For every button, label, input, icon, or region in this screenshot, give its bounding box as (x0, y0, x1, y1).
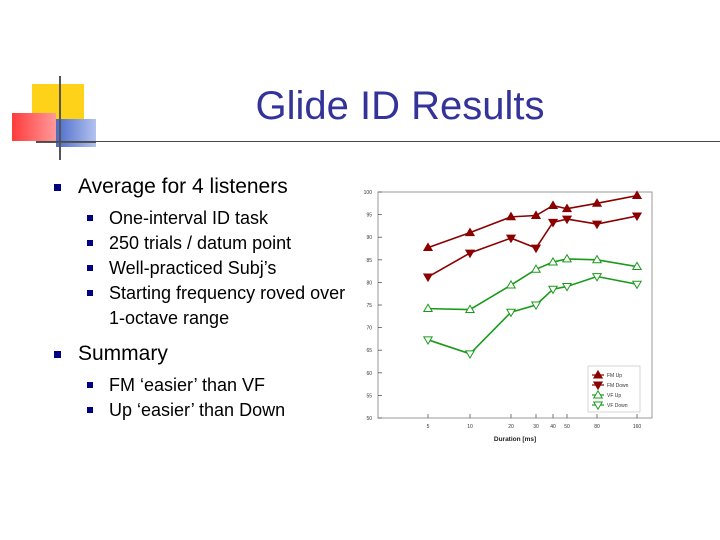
bullet-text: 250 trials / datum point (109, 233, 292, 253)
bullet-text: FM ‘easier’ than VF (109, 375, 266, 395)
data-point (547, 218, 559, 228)
x-tick-label: 40 (550, 424, 556, 430)
data-point (422, 273, 434, 283)
data-point (561, 215, 573, 225)
y-tick-label: 70 (366, 326, 372, 332)
y-tick-label: 75 (366, 303, 372, 309)
data-point (561, 203, 573, 213)
legend-marker (592, 401, 604, 411)
square-bullet-icon (54, 184, 61, 191)
bullet-level2: One-interval ID task (81, 206, 359, 231)
data-point (631, 190, 643, 200)
y-tick-label: 100 (364, 190, 373, 196)
x-tick-label: 5 (427, 424, 430, 430)
bullet-text: Well-practiced Subj’s (109, 258, 277, 278)
x-tick-label: 10 (467, 424, 473, 430)
data-point (464, 249, 476, 259)
data-point (631, 280, 643, 290)
bullet-level2: Well-practiced Subj’s (81, 256, 359, 281)
data-point (530, 301, 542, 311)
x-tick-label: 80 (594, 424, 600, 430)
y-tick-label: 90 (366, 235, 372, 241)
data-point (464, 304, 476, 313)
title-divider (36, 141, 720, 142)
bullet-level2: FM ‘easier’ than VF (81, 373, 359, 398)
data-point (547, 200, 559, 209)
data-point (547, 285, 559, 295)
legend-label: FM Up (607, 373, 622, 379)
bullet-text: Up ‘easier’ than Down (109, 400, 286, 420)
data-point (464, 227, 476, 237)
slide-title: Glide ID Results (255, 84, 545, 128)
logo-horizontal-line (36, 141, 96, 143)
square-bullet-icon (87, 265, 93, 271)
data-point (591, 198, 603, 207)
data-point (530, 210, 542, 219)
logo-vertical-line (59, 76, 61, 160)
data-point (464, 350, 476, 360)
square-bullet-icon (87, 382, 93, 388)
y-tick-label: 50 (366, 416, 372, 422)
data-point (547, 256, 559, 266)
y-tick-label: 85 (366, 258, 372, 264)
square-bullet-icon (87, 240, 93, 246)
y-tick-label: 55 (366, 393, 372, 399)
data-point (561, 253, 573, 263)
bullet-list: Average for 4 listeners One-interval ID … (50, 172, 350, 423)
bullet-level2: Up ‘easier’ than Down (81, 398, 359, 423)
results-chart: 100 95 90 85 80 75 70 65 60 55 50 5 10 20 30 40 50 80 160 D… (364, 190, 653, 443)
legend-label: FM Down (607, 383, 629, 389)
x-tick-label: 30 (533, 424, 539, 430)
legend-marker (592, 389, 604, 399)
legend-label: VF Down (607, 403, 628, 409)
y-tick-label: 60 (366, 371, 372, 377)
data-point (631, 212, 643, 222)
data-point (505, 234, 517, 244)
bullet-level1: Average for 4 listeners (50, 172, 350, 202)
data-point (422, 336, 434, 345)
data-point (505, 279, 517, 289)
series-line (427, 215, 638, 278)
data-point (530, 264, 542, 273)
data-point (422, 242, 434, 252)
data-point (591, 273, 603, 282)
data-point (561, 283, 573, 292)
y-tick-label: 80 (366, 280, 372, 286)
square-bullet-icon (87, 407, 93, 413)
x-tick-label: 20 (508, 424, 514, 430)
data-point (422, 303, 434, 313)
square-bullet-icon (54, 351, 61, 358)
bullet-text: Starting frequency roved over 1-octave r… (109, 283, 346, 328)
series-line (427, 194, 638, 249)
data-point (530, 244, 542, 254)
data-point (505, 308, 517, 318)
legend-label: VF Up (607, 393, 621, 399)
data-point (505, 211, 517, 221)
legend-marker (592, 381, 604, 391)
bullet-level1: Summary (50, 339, 350, 369)
data-point (591, 220, 603, 230)
bullet-level2: 250 trials / datum point (81, 231, 359, 256)
x-axis-label: Duration [ms] (494, 436, 536, 443)
x-tick-label: 50 (564, 424, 570, 430)
data-point (631, 261, 643, 271)
series-line (427, 258, 638, 311)
logo-red-block (12, 113, 56, 141)
data-point (591, 254, 603, 264)
y-tick-label: 95 (366, 213, 372, 219)
bullet-text: Summary (78, 342, 168, 365)
legend-marker (592, 369, 604, 379)
square-bullet-icon (87, 215, 93, 221)
bullet-text: One-interval ID task (109, 208, 269, 228)
bullet-level2: Starting frequency roved over 1-octave r… (81, 281, 359, 331)
square-bullet-icon (87, 290, 93, 296)
y-tick-label: 65 (366, 348, 372, 354)
x-tick-label: 160 (633, 424, 642, 430)
series-line (427, 275, 638, 355)
bullet-text: Average for 4 listeners (78, 175, 288, 198)
